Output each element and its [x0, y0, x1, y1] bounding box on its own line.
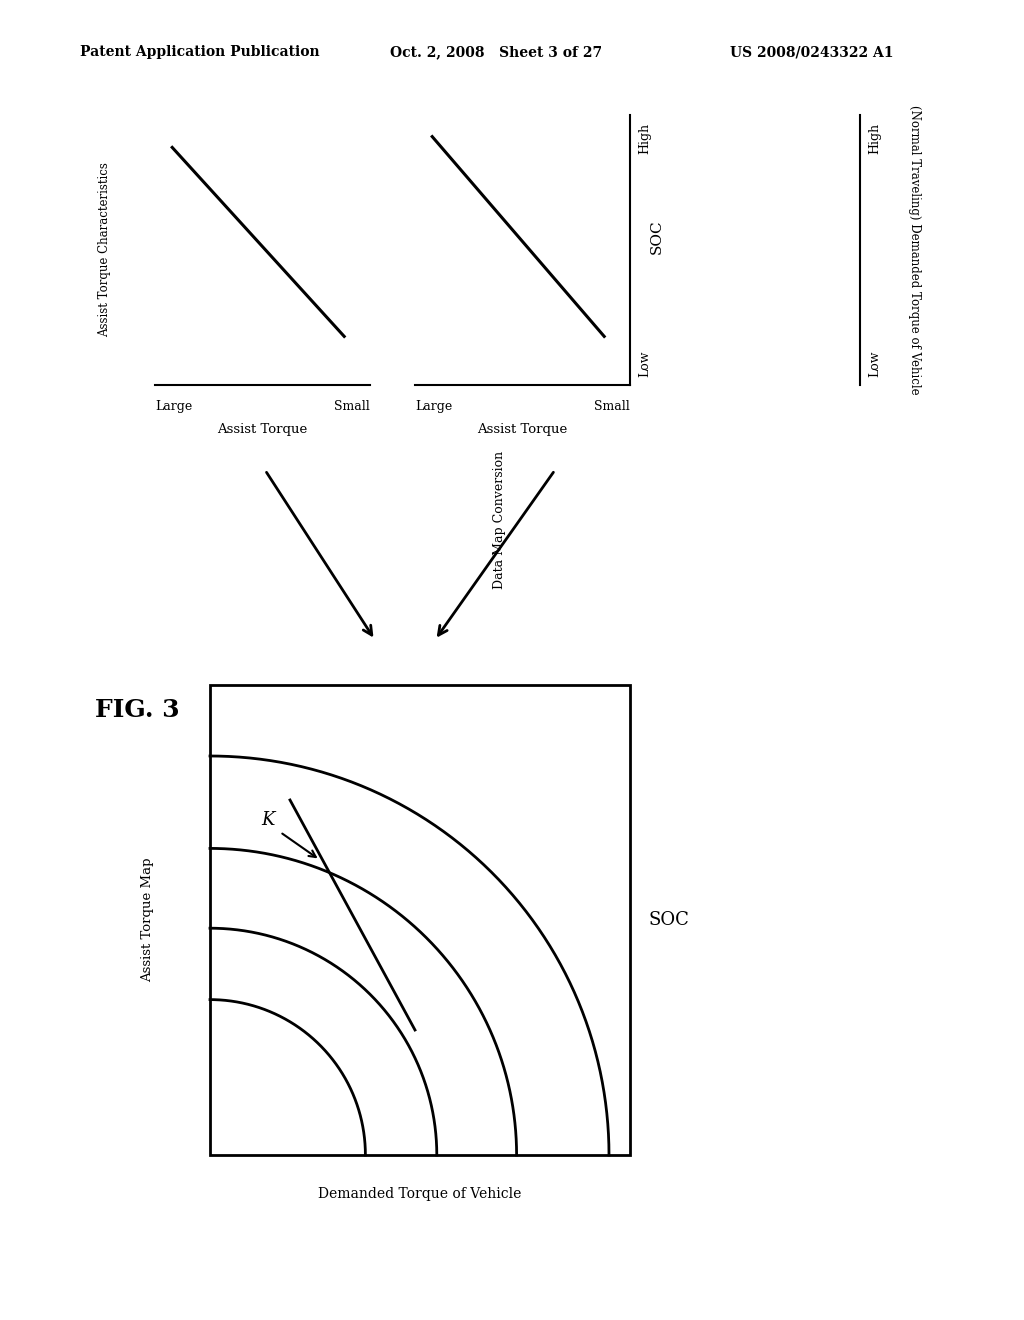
- Text: SOC: SOC: [648, 911, 689, 929]
- Text: SOC: SOC: [650, 219, 664, 253]
- Text: High: High: [868, 123, 881, 154]
- Text: Assist Torque Map: Assist Torque Map: [141, 858, 155, 982]
- Text: Data Map Conversion: Data Map Conversion: [494, 451, 507, 589]
- Text: Low: Low: [868, 351, 881, 378]
- Text: Large: Large: [155, 400, 193, 413]
- Text: Small: Small: [594, 400, 630, 413]
- Text: FIG. 3: FIG. 3: [95, 698, 179, 722]
- Text: Assist Torque: Assist Torque: [477, 422, 567, 436]
- Text: Low: Low: [638, 351, 651, 378]
- Text: Oct. 2, 2008   Sheet 3 of 27: Oct. 2, 2008 Sheet 3 of 27: [390, 45, 602, 59]
- Text: US 2008/0243322 A1: US 2008/0243322 A1: [730, 45, 894, 59]
- Text: Small: Small: [334, 400, 370, 413]
- Text: High: High: [638, 123, 651, 154]
- Text: Assist Torque: Assist Torque: [217, 422, 307, 436]
- Text: (Normal Traveling) Demanded Torque of Vehicle: (Normal Traveling) Demanded Torque of Ve…: [908, 106, 922, 395]
- Text: Large: Large: [415, 400, 453, 413]
- Text: K: K: [261, 810, 274, 829]
- Text: Demanded Torque of Vehicle: Demanded Torque of Vehicle: [318, 1187, 521, 1201]
- Text: Patent Application Publication: Patent Application Publication: [80, 45, 319, 59]
- Text: Assist Torque Characteristics: Assist Torque Characteristics: [98, 162, 112, 338]
- Polygon shape: [210, 685, 630, 1155]
